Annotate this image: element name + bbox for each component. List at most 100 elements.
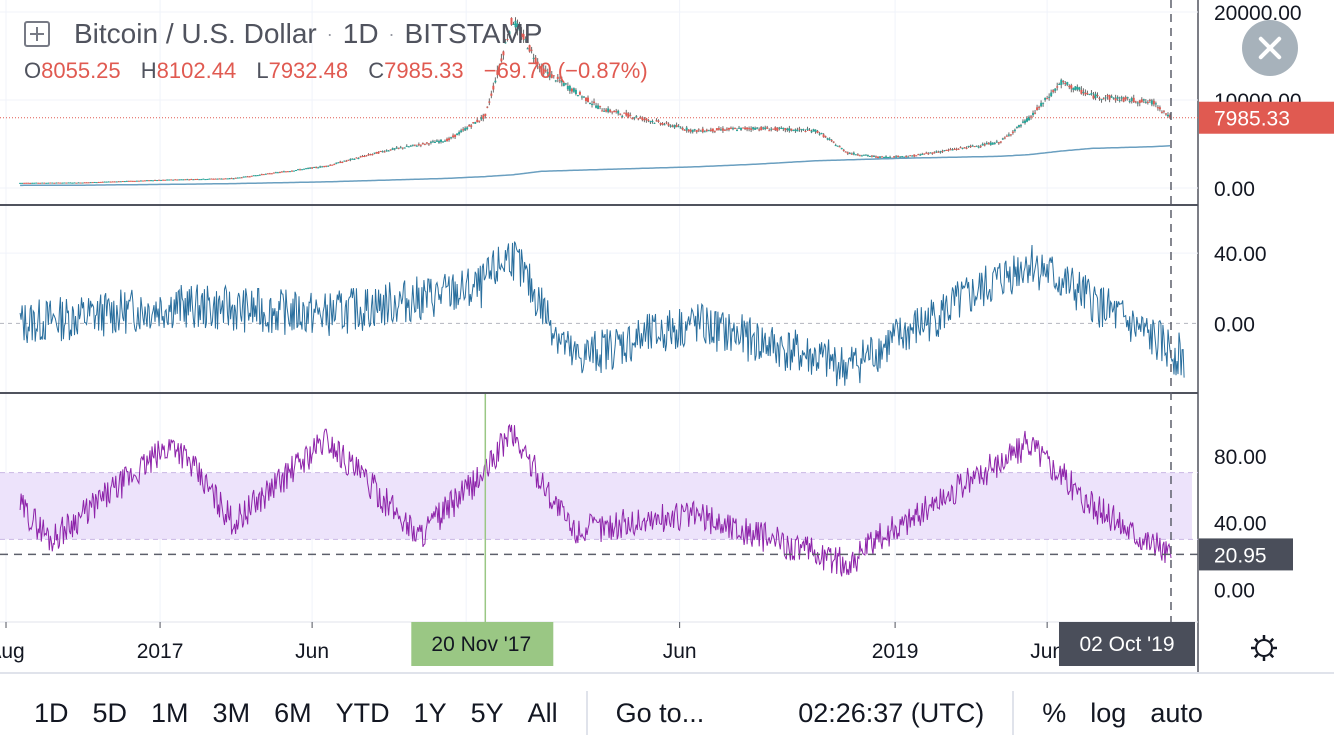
- open-value: 8055.25: [41, 58, 121, 83]
- candle-body: [508, 31, 511, 35]
- candle-body: [1122, 97, 1125, 102]
- candle-body: [550, 74, 553, 79]
- candle-body: [435, 140, 438, 142]
- candle-body: [87, 182, 90, 184]
- candle-body: [965, 147, 968, 149]
- close-icon[interactable]: [1242, 20, 1298, 76]
- candle-body: [510, 17, 513, 25]
- candle-body: [355, 157, 358, 159]
- candle-body: [395, 147, 398, 149]
- candle-body: [639, 117, 642, 119]
- candle-body: [516, 23, 519, 31]
- candle-body: [172, 179, 175, 181]
- candle-body: [357, 158, 360, 160]
- candle-body: [85, 182, 88, 184]
- auto-toggle[interactable]: auto: [1150, 697, 1203, 728]
- candle-body: [450, 137, 453, 139]
- candle-body: [109, 181, 112, 183]
- candle-body: [1108, 95, 1111, 100]
- range-6m[interactable]: 6M: [274, 697, 312, 728]
- goto-button[interactable]: Go to...: [615, 697, 705, 728]
- percent-toggle[interactable]: %: [1042, 697, 1067, 728]
- candle-body: [81, 182, 84, 184]
- candle-body: [29, 182, 32, 184]
- plus-box-icon[interactable]: [24, 21, 50, 47]
- candle-body: [446, 138, 449, 142]
- candle-body: [494, 80, 497, 83]
- candle-body: [280, 171, 283, 173]
- candle-body: [673, 124, 676, 128]
- range-5d[interactable]: 5D: [92, 697, 128, 728]
- candle-body: [444, 140, 447, 142]
- candle-body: [1042, 102, 1045, 104]
- range-3m[interactable]: 3M: [212, 697, 251, 728]
- candle-body: [985, 143, 988, 145]
- candle-body: [528, 45, 531, 52]
- candle-body: [826, 138, 829, 140]
- candle-body: [850, 153, 853, 155]
- candle-body: [566, 85, 569, 90]
- candle-body: [160, 179, 163, 181]
- range-5y[interactable]: 5Y: [470, 697, 504, 728]
- candle-body: [929, 152, 932, 154]
- log-toggle[interactable]: log: [1090, 697, 1127, 728]
- candle-body: [828, 138, 831, 141]
- gear-icon[interactable]: [1250, 634, 1278, 662]
- candle-body: [335, 162, 338, 164]
- candle-body: [454, 134, 457, 138]
- candle-body: [73, 182, 76, 184]
- candle-body: [166, 179, 169, 181]
- candle-body: [95, 182, 98, 184]
- candle-body: [462, 129, 465, 131]
- candle-body: [115, 181, 118, 183]
- candle-body: [564, 83, 567, 85]
- candle-body: [536, 61, 539, 65]
- candle-body: [452, 135, 455, 138]
- candle-body: [758, 129, 761, 131]
- candle-body: [582, 96, 585, 98]
- range-1m[interactable]: 1M: [151, 697, 189, 728]
- range-1y[interactable]: 1Y: [413, 697, 447, 728]
- candle-body: [1030, 116, 1033, 118]
- candle-body: [512, 23, 515, 25]
- candle-body: [556, 76, 559, 79]
- candle-body: [373, 152, 376, 154]
- candle-body: [419, 144, 422, 146]
- candle-body: [649, 121, 652, 123]
- candle-body: [889, 156, 892, 158]
- candle-body: [1112, 97, 1115, 99]
- candle-body: [178, 179, 181, 181]
- candle-body: [65, 182, 68, 184]
- range-1d[interactable]: 1D: [34, 697, 69, 728]
- candle-body: [895, 156, 898, 158]
- candle-body: [174, 179, 177, 181]
- candle-body: [63, 182, 66, 184]
- candle-body: [975, 145, 978, 147]
- candle-body: [1130, 97, 1133, 102]
- candle-body: [663, 124, 666, 126]
- crosshair-date-badge: [411, 622, 554, 666]
- candle-body: [802, 129, 805, 131]
- range-ytd[interactable]: YTD: [335, 697, 390, 728]
- candle-body: [856, 154, 859, 156]
- candle-body: [1028, 116, 1031, 121]
- candle-body: [1104, 97, 1107, 99]
- range-all[interactable]: All: [527, 697, 558, 728]
- candle-body: [1052, 90, 1055, 92]
- candle-body: [554, 80, 557, 82]
- candle-body: [1110, 96, 1113, 98]
- candle-body: [981, 143, 984, 146]
- candle-body: [629, 115, 632, 117]
- rsi-value-badge: [1199, 538, 1293, 571]
- candle-body: [534, 57, 537, 63]
- candle-body: [337, 162, 340, 164]
- candle-body: [576, 95, 579, 97]
- utc-clock[interactable]: 02:26:37 (UTC): [798, 697, 985, 728]
- candle-body: [788, 128, 791, 131]
- candle-body: [1001, 138, 1004, 140]
- candle-body: [329, 164, 332, 166]
- candle-body: [347, 159, 350, 161]
- chart-canvas[interactable]: 20000.0010000.000.007985.3340.000.0080.0…: [0, 0, 1334, 672]
- candle-body: [804, 130, 807, 132]
- candle-body: [97, 182, 100, 184]
